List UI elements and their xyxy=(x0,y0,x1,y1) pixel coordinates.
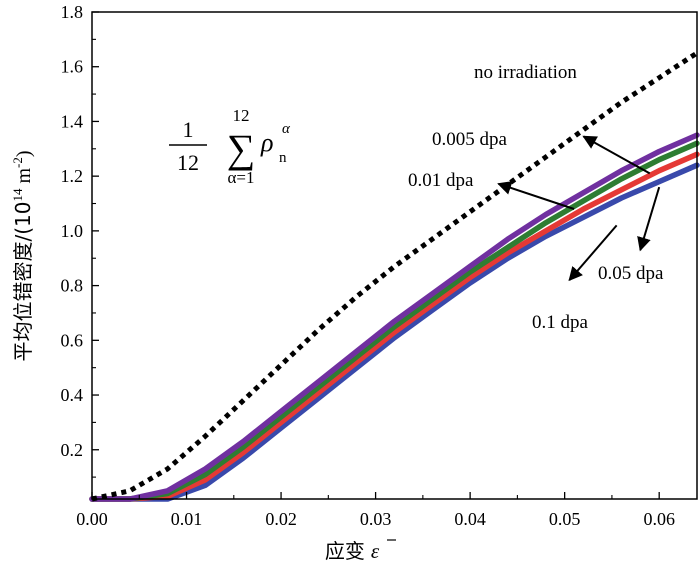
y-tick-label: 0.6 xyxy=(61,330,84,350)
x-tick-label: 0.05 xyxy=(549,509,581,529)
x-tick-label: 0.00 xyxy=(76,509,108,529)
series-line-0.01-dpa xyxy=(89,140,700,502)
x-tick-label: 0.06 xyxy=(643,509,675,529)
x-tick-label: 0.04 xyxy=(454,509,486,529)
formula-fraction-denominator: 12 xyxy=(177,150,199,175)
y-tick-label: 1.4 xyxy=(61,111,84,131)
annotation-arrows xyxy=(497,135,661,282)
annotation-0.1-dpa: 0.1 dpa xyxy=(532,312,589,333)
y-tick-label: 0.2 xyxy=(61,440,84,460)
y-axis-unit: m xyxy=(13,168,35,189)
formula-rho: ρ xyxy=(260,128,273,157)
y-tick-label: 0.4 xyxy=(61,385,84,405)
y-axis-exponent: 14 xyxy=(10,188,25,202)
formula-rho-subscript: n xyxy=(279,150,287,166)
annotation-arrow-0.05-dpa xyxy=(637,186,661,252)
y-tick-label: 1.0 xyxy=(61,221,84,241)
y-tick-label: 1.6 xyxy=(61,57,84,77)
x-axis-title: 应变 ε xyxy=(325,539,380,563)
y-tick-label: 1.2 xyxy=(61,166,84,186)
series-line-0.05-dpa xyxy=(89,151,700,502)
annotation-arrow-0.005-dpa xyxy=(582,135,651,175)
annotation-no-irradiation: no irradiation xyxy=(474,62,577,83)
formula-fraction-numerator: 1 xyxy=(183,117,194,142)
x-tick-label: 0.02 xyxy=(265,509,297,529)
annotation-0.05-dpa: 0.05 dpa xyxy=(598,263,664,284)
x-axis-label: 应变 xyxy=(325,539,365,563)
plot-frame xyxy=(91,11,698,500)
y-axis-unit-exponent: -2 xyxy=(10,157,25,168)
formula-rho-superscript: α xyxy=(282,121,291,137)
x-tick-label: 0.03 xyxy=(360,509,392,529)
x-axis-ticks: 0.00 0.01 0.02 0.03 0.04 0.05 0.06 xyxy=(76,492,675,529)
series-line-0.1-dpa xyxy=(89,162,700,502)
formula-sum-upper-limit: 12 xyxy=(233,106,250,125)
formula-sum-lower-limit: α=1 xyxy=(228,168,255,187)
y-axis-label: 平均位错密度/(10 xyxy=(11,202,35,362)
y-axis-title: 平均位错密度/(1014 m-2) xyxy=(10,150,35,361)
series-line-0.005-dpa xyxy=(89,132,700,502)
x-tick-label: 0.01 xyxy=(171,509,203,529)
y-tick-label: 0.8 xyxy=(61,276,84,296)
annotation-0.005-dpa: 0.005 dpa xyxy=(432,129,508,150)
y-axis-close: ) xyxy=(13,150,35,157)
y-tick-label: 1.8 xyxy=(61,2,84,22)
x-axis-symbol: ε xyxy=(371,539,380,563)
average-density-formula: 1 12 12 ∑ α=1 ρ α n xyxy=(169,106,291,187)
annotation-arrow-0.01-dpa xyxy=(497,181,575,210)
series-layer xyxy=(89,50,700,502)
formula-sum-symbol: ∑ xyxy=(227,126,256,171)
y-axis-ticks: 0.2 0.4 0.6 0.8 1.0 1.2 1.4 1.6 1.8 xyxy=(61,2,99,478)
annotation-arrow-0.1-dpa xyxy=(568,224,618,282)
annotation-0.01-dpa: 0.01 dpa xyxy=(408,170,474,191)
